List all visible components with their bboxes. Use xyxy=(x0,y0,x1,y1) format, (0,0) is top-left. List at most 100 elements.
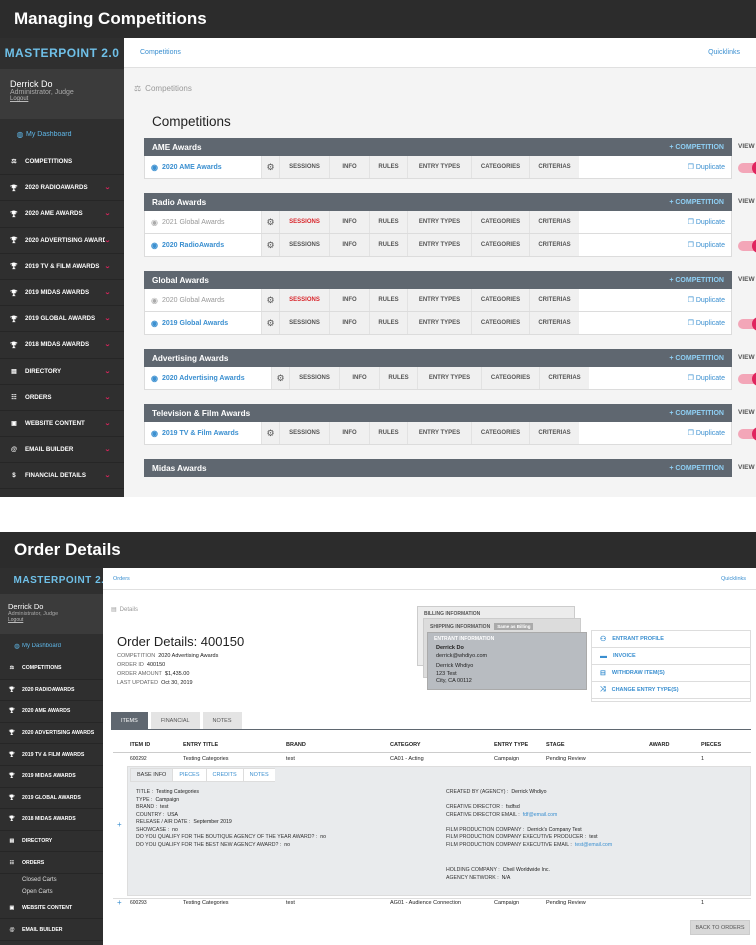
tab-rules[interactable]: Rules xyxy=(379,367,417,389)
visibility-toggle[interactable] xyxy=(738,427,756,441)
tab-rules[interactable]: Rules xyxy=(369,289,407,311)
tab-categories[interactable]: Categories xyxy=(471,211,529,233)
sidebar-item-directory[interactable]: ▤ Directory ⌄ xyxy=(0,359,124,385)
tab-financial[interactable]: Financial xyxy=(150,712,200,729)
table-row[interactable]: 600292 Testing Categories test CA01 - Actin… xyxy=(103,756,756,766)
tab-notes[interactable]: Notes xyxy=(202,712,242,729)
tab-info[interactable]: Info xyxy=(329,234,369,256)
quicklinks-link[interactable]: Quicklinks xyxy=(708,49,740,56)
tab-sessions[interactable]: Sessions xyxy=(279,312,329,334)
competition-name-link[interactable]: ◉ 2020 Advertising Awards xyxy=(145,374,271,383)
add-competition-button[interactable]: + COMPETITION xyxy=(669,276,724,284)
email-link[interactable]: test@email.com xyxy=(574,841,613,848)
add-competition-button[interactable]: + COMPETITION xyxy=(669,143,724,151)
competition-name-link[interactable]: ◉ 2020 AME Awards xyxy=(145,163,261,172)
tab-entry-types[interactable]: Entry Types xyxy=(407,312,471,334)
tab-categories[interactable]: Categories xyxy=(471,422,529,444)
subtab-pieces[interactable]: Pieces xyxy=(172,768,206,782)
tab-info[interactable]: Info xyxy=(329,422,369,444)
tab-info[interactable]: Info xyxy=(339,367,379,389)
add-competition-button[interactable]: + COMPETITION xyxy=(669,354,724,362)
expand-icon[interactable]: + xyxy=(117,898,122,907)
sidebar-item-website-content[interactable]: ▣ Website Content ⌄ xyxy=(0,411,124,438)
tab-criterias[interactable]: Criterias xyxy=(529,156,579,178)
tab-sessions[interactable]: Sessions xyxy=(289,367,339,389)
tab-criterias[interactable]: Criterias xyxy=(529,289,579,311)
tab-entry-types[interactable]: Entry Types xyxy=(407,211,471,233)
sidebar-item-competitions[interactable]: ⚖ Competitions xyxy=(0,149,124,176)
competition-name-link[interactable]: ◉ 2020 RadioAwards xyxy=(145,241,261,250)
add-competition-button[interactable]: + COMPETITION xyxy=(669,464,724,472)
sidebar-subitem[interactable]: Closed Carts xyxy=(22,876,57,883)
action-entrant-profile[interactable]: ⚇ Entrant Profile xyxy=(592,631,750,648)
subtab-notes[interactable]: Notes xyxy=(242,768,275,782)
tab-info[interactable]: Info xyxy=(329,289,369,311)
tab-sessions[interactable]: Sessions xyxy=(279,211,329,233)
quicklinks-link[interactable]: Quicklinks xyxy=(720,575,746,582)
visibility-toggle[interactable] xyxy=(738,372,756,386)
email-link[interactable]: fdf@email.com xyxy=(522,811,558,818)
sidebar-item-email-builder[interactable]: @ Email Builder ⌄ xyxy=(0,437,124,464)
gear-icon[interactable]: ⚙ xyxy=(261,234,279,256)
tab-rules[interactable]: Rules xyxy=(369,312,407,334)
tab-sessions[interactable]: Sessions xyxy=(279,289,329,311)
logout-link[interactable]: Logout xyxy=(8,617,24,623)
sidebar-item-dashboard[interactable]: ◍ My Dashboard xyxy=(0,634,124,658)
back-to-orders-button[interactable]: BACK TO ORDERS xyxy=(690,920,750,935)
action-change-entry-type-s-[interactable]: ⤨ Change Entry Type(s) xyxy=(592,682,750,699)
table-row[interactable]: 600293 Testing Categories test AG01 - Audie… xyxy=(103,900,756,910)
tab-entry-types[interactable]: Entry Types xyxy=(417,367,481,389)
tab-criterias[interactable]: Criterias xyxy=(529,422,579,444)
sidebar-item-2019-midas-awards[interactable]: 🏆 2019 Midas Awards ⌄ xyxy=(0,280,124,307)
tab-criterias[interactable]: Criterias xyxy=(529,234,579,256)
breadcrumb-link[interactable]: Orders xyxy=(113,575,130,582)
tab-categories[interactable]: Categories xyxy=(481,367,539,389)
competition-name-link[interactable]: ◉ 2019 TV & Film Awards xyxy=(145,429,261,438)
sidebar-item-competitions[interactable]: ⚖ Competitions xyxy=(0,658,124,680)
tab-rules[interactable]: Rules xyxy=(369,234,407,256)
tab-rules[interactable]: Rules xyxy=(369,422,407,444)
duplicate-link[interactable]: ❐ Duplicate xyxy=(579,163,731,171)
sidebar-item-2019-tv-film-awards[interactable]: 🏆 2019 TV & Film Awards ⌄ xyxy=(0,254,124,280)
duplicate-link[interactable]: ❐ Duplicate xyxy=(579,241,731,249)
action-withdraw-item-s-[interactable]: ⊟ Withdraw Item(s) xyxy=(592,665,750,682)
tab-criterias[interactable]: Criterias xyxy=(529,312,579,334)
tab-entry-types[interactable]: Entry Types xyxy=(407,289,471,311)
duplicate-link[interactable]: ❐ Duplicate xyxy=(579,429,731,437)
tab-rules[interactable]: Rules xyxy=(369,211,407,233)
tab-categories[interactable]: Categories xyxy=(471,312,529,334)
duplicate-link[interactable]: ❐ Duplicate xyxy=(579,319,731,327)
sidebar-item-2019-global-awards[interactable]: 🏆 2019 Global Awards ⌄ xyxy=(0,306,124,333)
visibility-toggle[interactable] xyxy=(738,161,756,175)
tab-info[interactable]: Info xyxy=(329,211,369,233)
gear-icon[interactable]: ⚙ xyxy=(261,422,279,444)
sidebar-item-2020-advertising-awards[interactable]: 🏆 2020 Advertising Awards⌄ xyxy=(0,228,124,254)
competition-name-link[interactable]: ◉ 2021 Global Awards xyxy=(145,218,261,227)
gear-icon[interactable]: ⚙ xyxy=(261,312,279,334)
tab-criterias[interactable]: Criterias xyxy=(529,211,579,233)
sidebar-subitem[interactable]: Open Carts xyxy=(22,888,53,895)
gear-icon[interactable]: ⚙ xyxy=(271,367,289,389)
subtab-credits[interactable]: Credits xyxy=(205,768,243,782)
logout-link[interactable]: Logout xyxy=(10,96,29,102)
tab-entry-types[interactable]: Entry Types xyxy=(407,422,471,444)
visibility-toggle[interactable] xyxy=(738,239,756,253)
tab-info[interactable]: Info xyxy=(329,312,369,334)
sidebar-item-2018-midas-awards[interactable]: 🏆 2018 Midas Awards ⌄ xyxy=(0,332,124,359)
tab-categories[interactable]: Categories xyxy=(471,234,529,256)
sidebar-item-2020-radioawards[interactable]: 🏆 2020 RadioAwards ⌄ xyxy=(0,175,124,202)
sidebar-item-dashboard[interactable]: ◍ My Dashboard xyxy=(0,119,124,149)
tab-items[interactable]: Items xyxy=(111,712,148,729)
app-logo[interactable]: MASTERPOINT 2.0 xyxy=(0,38,124,69)
gear-icon[interactable]: ⚙ xyxy=(261,211,279,233)
tab-entry-types[interactable]: Entry Types xyxy=(407,156,471,178)
subtab-base-info[interactable]: Base Info xyxy=(130,768,173,782)
tab-info[interactable]: Info xyxy=(329,156,369,178)
expand-icon[interactable]: + xyxy=(117,820,122,829)
duplicate-link[interactable]: ❐ Duplicate xyxy=(579,218,731,226)
add-competition-button[interactable]: + COMPETITION xyxy=(669,198,724,206)
sidebar-item-2020-ame-awards[interactable]: 🏆 2020 AME Awards ⌄ xyxy=(0,201,124,228)
gear-icon[interactable]: ⚙ xyxy=(261,289,279,311)
tab-criterias[interactable]: Criterias xyxy=(539,367,589,389)
gear-icon[interactable]: ⚙ xyxy=(261,156,279,178)
